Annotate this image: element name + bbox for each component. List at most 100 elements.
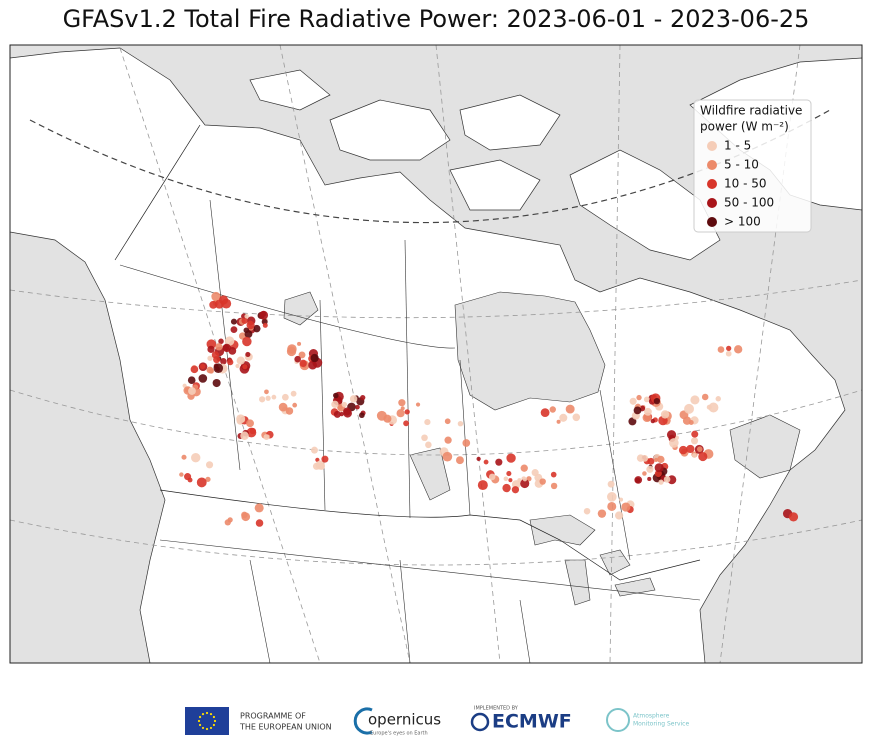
- fire-dot: [310, 446, 318, 454]
- fire-dot: [214, 299, 224, 309]
- fire-dot: [224, 519, 231, 526]
- fire-dot: [258, 396, 266, 403]
- fire-dot: [506, 471, 512, 477]
- fire-dot: [333, 392, 339, 399]
- arctic-island: [449, 159, 541, 211]
- fire-dot: [508, 478, 513, 483]
- fire-dot: [259, 310, 269, 320]
- fire-dot: [240, 431, 249, 440]
- fire-dot: [696, 446, 703, 452]
- fire-dot: [511, 486, 520, 494]
- fire-dot: [708, 402, 719, 413]
- fire-dot: [191, 453, 201, 463]
- fire-dot: [522, 477, 527, 482]
- fire-dot: [254, 503, 264, 513]
- fire-dot: [213, 355, 221, 364]
- fire-dot: [286, 346, 297, 357]
- great-lakes: [529, 514, 656, 606]
- eu-star: [213, 719, 217, 723]
- fire-dot: [540, 408, 550, 418]
- fire-dot: [607, 480, 615, 488]
- fire-dot: [281, 393, 289, 401]
- legend-marker: [707, 217, 717, 227]
- fire-dot: [400, 406, 405, 411]
- fire-dot: [227, 359, 234, 366]
- fire-dot: [333, 410, 341, 418]
- fire-dot: [198, 374, 208, 383]
- fire-dot: [517, 478, 522, 483]
- fire-dot: [271, 394, 277, 400]
- fire-dot: [331, 400, 339, 409]
- fire-dot: [456, 456, 464, 465]
- fire-dot: [506, 453, 516, 463]
- eu-star: [198, 723, 202, 727]
- fire-dot: [359, 412, 365, 419]
- fire-dot: [235, 363, 240, 369]
- fire-dot: [246, 419, 254, 428]
- fire-dot: [442, 451, 453, 462]
- fire-dot: [211, 291, 221, 302]
- fire-dot: [462, 439, 471, 447]
- cams-text: Atmosphere: [633, 713, 670, 720]
- legend-label: > 100: [724, 215, 761, 229]
- fire-dot: [310, 353, 319, 363]
- eu-flag: [185, 707, 229, 735]
- fire-dot: [495, 458, 503, 466]
- fire-dot: [205, 461, 214, 469]
- fire-dot: [218, 338, 224, 345]
- arctic-island: [249, 69, 331, 111]
- fire-dot: [199, 363, 206, 370]
- fire-dot: [444, 418, 451, 425]
- fire-dot: [179, 472, 184, 477]
- fire-dot: [182, 383, 187, 388]
- cams-logo: [606, 708, 630, 732]
- fire-dot: [415, 402, 421, 407]
- copernicus-logo: [353, 707, 373, 735]
- fire-dot: [618, 497, 624, 502]
- fire-dot: [341, 401, 348, 408]
- fire-dot: [646, 465, 654, 473]
- fire-dot: [549, 406, 556, 413]
- fire-dot: [717, 346, 725, 353]
- legend-marker: [707, 179, 717, 189]
- fire-dot: [236, 414, 246, 424]
- fire-dot: [641, 455, 649, 462]
- fire-dot: [244, 314, 249, 319]
- fire-dot: [686, 444, 695, 454]
- fire-dot: [212, 378, 221, 388]
- fire-dot: [224, 336, 235, 346]
- eu-star: [209, 712, 213, 716]
- fire-dot: [690, 437, 699, 445]
- legend-label: 50 - 100: [724, 196, 774, 210]
- fire-dot: [572, 413, 581, 422]
- legend-title: Wildfire radiative: [700, 104, 802, 118]
- fire-dot: [690, 395, 700, 405]
- fire-dot: [633, 406, 642, 415]
- legend-box: [693, 99, 812, 233]
- legend-label: 1 - 5: [724, 139, 751, 153]
- eu-text: PROGRAMME OF: [240, 712, 306, 721]
- fire-dot: [691, 430, 699, 438]
- fire-dot: [621, 502, 631, 512]
- fire-dot: [376, 410, 387, 421]
- fire-dot: [559, 413, 568, 422]
- eu-star: [201, 726, 205, 730]
- fire-dot: [308, 360, 317, 370]
- fire-dot: [196, 477, 207, 488]
- fire-dot: [539, 478, 546, 485]
- fire-dot: [355, 404, 360, 410]
- fire-dot: [294, 355, 301, 363]
- fire-dot: [290, 390, 297, 397]
- fire-dot: [206, 366, 214, 374]
- fire-dot: [726, 345, 732, 351]
- fire-dot: [299, 359, 307, 368]
- fire-dot: [660, 410, 670, 419]
- fire-dot: [292, 402, 298, 408]
- fire-dot: [396, 409, 405, 418]
- fire-dot: [255, 519, 264, 527]
- fire-dot: [243, 327, 250, 334]
- fire-dot: [360, 395, 366, 401]
- fire-dot: [483, 459, 489, 465]
- fire-dot: [297, 341, 302, 346]
